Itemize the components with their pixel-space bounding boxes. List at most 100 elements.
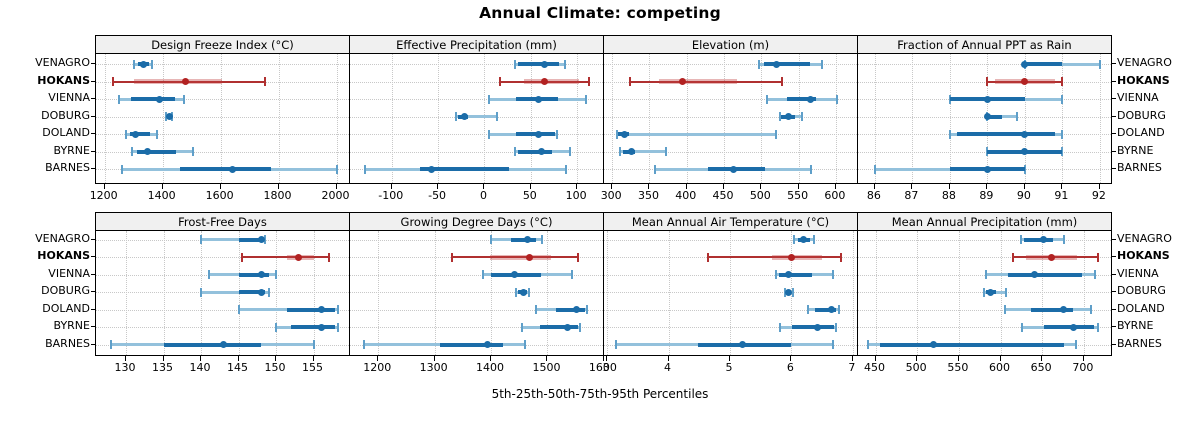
gridline-vertical [577, 54, 579, 183]
iqr-band-25-75 [764, 62, 810, 66]
median-dot [983, 95, 991, 103]
axis-tick [602, 356, 604, 361]
gridline-row [604, 116, 857, 118]
median-dot [807, 95, 815, 103]
median-dot [483, 341, 491, 348]
gridline-row [858, 239, 1111, 241]
row-tick [1112, 115, 1116, 117]
site-label-right: VENAGRO [1117, 231, 1172, 245]
axis-tick [1061, 184, 1063, 189]
axis-tick [874, 356, 876, 361]
whisker-5-95 [455, 115, 497, 118]
axis-tick-label: 450 [864, 361, 885, 374]
panel-strip-title: Effective Precipitation (mm) [396, 37, 557, 52]
gridline-vertical [434, 231, 436, 355]
gridline-vertical [378, 231, 380, 355]
axis-tick-label: 6 [786, 361, 794, 374]
axis-tick [834, 184, 836, 189]
axis-tick [1023, 184, 1025, 189]
iqr-band-25-75 [420, 167, 509, 171]
gridline-row [604, 309, 857, 311]
gridline-row [858, 327, 1111, 328]
site-label-right: HOKANS [1117, 73, 1170, 87]
axis-tick-label: 1500 [532, 361, 561, 374]
axis-tick-label: 88 [941, 189, 956, 202]
axis-tick-label: 500 [749, 189, 771, 202]
axis-tick-label: 600 [824, 189, 846, 202]
iqr-band-25-75 [291, 325, 335, 329]
axis-tick-label: 130 [114, 361, 136, 374]
gridline-vertical [958, 231, 960, 355]
axis-tick-label: -100 [378, 189, 404, 202]
site-label-right: VENAGRO [1117, 56, 1172, 69]
whisker-cap [523, 340, 526, 349]
gridline-row [858, 81, 1111, 83]
site-label-right: VIENNA [1117, 91, 1159, 104]
axis-tick-label: 0 [479, 189, 487, 202]
axis-tick [685, 184, 687, 189]
gridline-vertical [798, 54, 800, 183]
iqr-band-25-75 [517, 149, 553, 154]
whisker-cap [664, 147, 667, 156]
site-label-left: BYRNE [53, 143, 91, 157]
whisker-cap [528, 287, 531, 297]
axis-tick [760, 184, 762, 189]
gridline-vertical [530, 54, 532, 183]
iqr-band-25-75 [137, 149, 176, 154]
iqr-band-25-75 [957, 132, 1055, 136]
gridline-vertical [104, 54, 106, 183]
gridline-vertical [220, 54, 222, 183]
panel-body [349, 53, 604, 184]
chart-title: Annual Climate: competing [479, 4, 721, 22]
axis-tick [797, 184, 799, 189]
axis-tick [611, 184, 613, 189]
site-label-left: DOLAND [42, 126, 90, 139]
whisker-cap [831, 270, 834, 279]
whisker-cap [1023, 164, 1026, 174]
axis-tick-label: 650 [1030, 361, 1052, 374]
gridline-vertical [835, 54, 837, 183]
iqr-band-25-75 [489, 254, 551, 260]
gridline-row [350, 151, 603, 153]
axis-tick [335, 184, 337, 189]
median-dot [1031, 271, 1039, 278]
whisker-cap [1074, 340, 1077, 349]
whisker-cap [706, 252, 709, 262]
median-dot [257, 288, 265, 296]
gridline-row [96, 327, 349, 328]
whisker-cap [237, 305, 240, 314]
axis-tick-label: 140 [189, 361, 211, 374]
axis-tick [312, 356, 314, 361]
whisker-cap [1061, 94, 1064, 104]
axis-tick [437, 184, 439, 189]
median-dot [738, 341, 746, 348]
whisker-cap [840, 252, 843, 262]
whisker-cap [1098, 59, 1101, 69]
row-tick [1112, 238, 1116, 240]
axis-tick-label: 550 [787, 189, 809, 202]
gridline-vertical [668, 231, 670, 355]
median-dot [983, 165, 991, 173]
row-tick [1112, 133, 1116, 134]
axis-tick [911, 184, 913, 189]
axis-tick-label: 700 [1072, 361, 1094, 374]
median-dot [228, 165, 236, 173]
whisker-cap [192, 147, 195, 156]
whisker-cap [1093, 270, 1096, 279]
median-dot [1021, 60, 1029, 68]
whisker-cap [765, 94, 768, 104]
median-dot [813, 323, 821, 331]
iqr-band-25-75 [238, 272, 269, 277]
row-tick [1112, 168, 1116, 169]
median-dot [785, 271, 793, 278]
site-label-right: DOLAND [1117, 126, 1165, 139]
axis-tick [723, 184, 725, 189]
iqr-band-25-75 [879, 342, 1064, 347]
site-label-left: HOKANS [37, 73, 90, 87]
whisker-cap [653, 164, 656, 174]
axis-tick-label: 1200 [363, 361, 392, 374]
gridline-vertical [491, 231, 493, 355]
whisker-cap [495, 112, 498, 121]
median-dot [930, 341, 938, 348]
row-tick [1112, 273, 1116, 275]
